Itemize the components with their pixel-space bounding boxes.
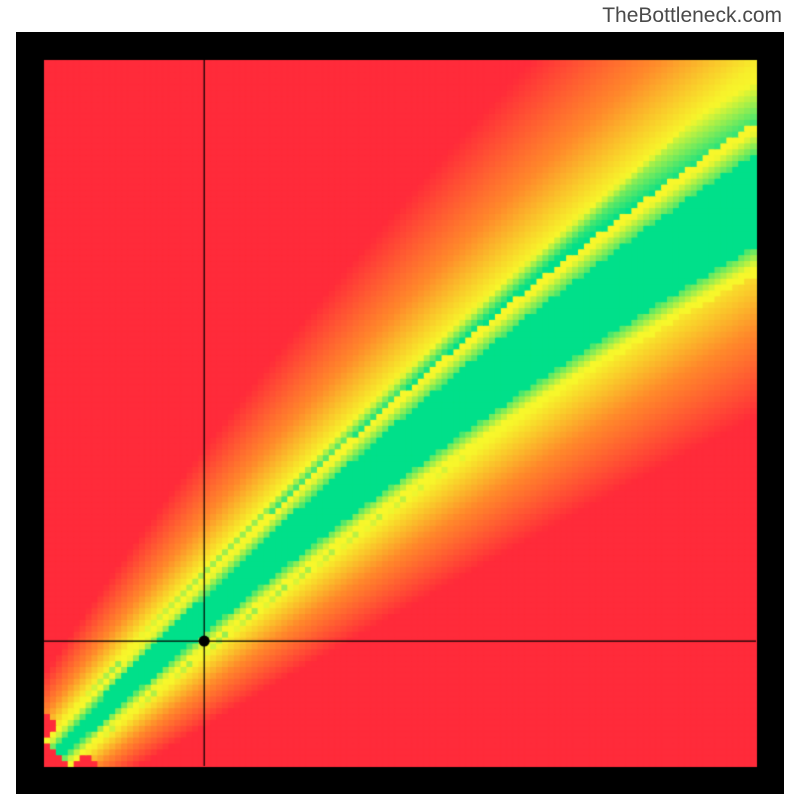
plot-area: [16, 32, 784, 794]
attribution-text: TheBottleneck.com: [602, 4, 782, 28]
chart-container: TheBottleneck.com: [0, 0, 800, 800]
bottleneck-heatmap: [16, 32, 784, 794]
